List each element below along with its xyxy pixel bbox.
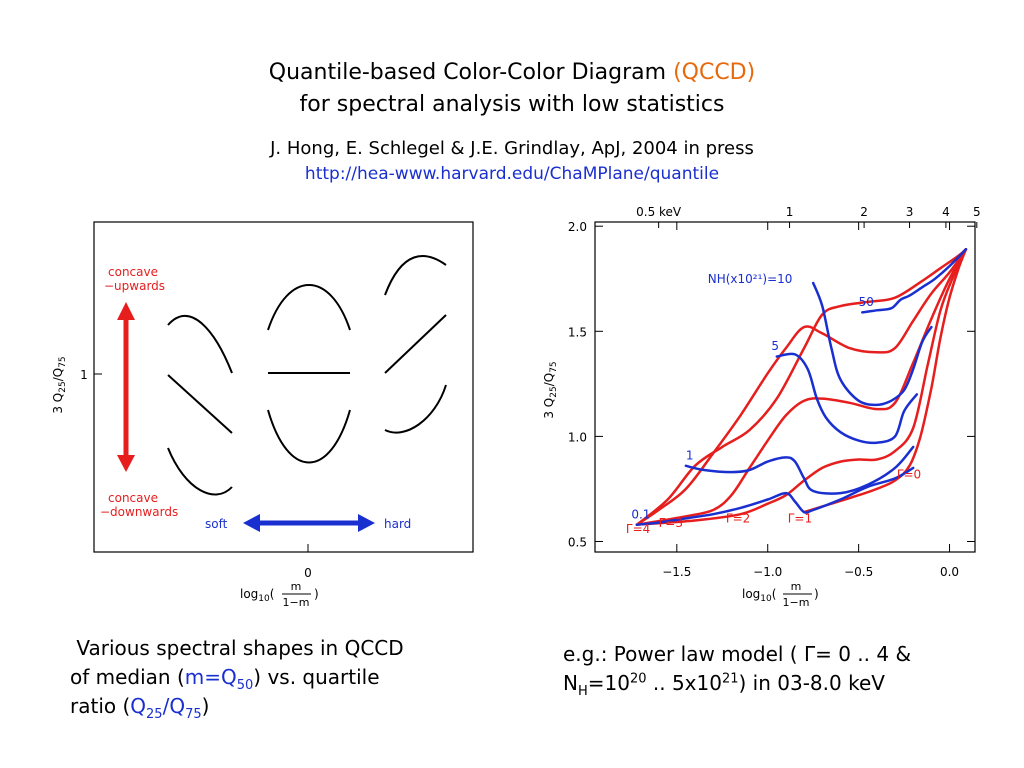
top-axis-label: 3 — [906, 205, 914, 219]
svg-text:1−m: 1−m — [283, 596, 310, 609]
concavity-arrow — [117, 302, 135, 472]
left-plot-frame — [93, 221, 474, 553]
svg-text:log10(: log10( — [240, 587, 274, 604]
curve-mid-down — [267, 409, 351, 464]
curve-annotation: Γ=0 — [897, 467, 921, 481]
series-line — [802, 248, 968, 514]
curve-soft-down — [167, 447, 233, 496]
left-xtick-label: 0 — [304, 566, 312, 580]
series-line — [635, 466, 915, 526]
top-axis-label: 1 — [786, 205, 794, 219]
qccd-chart: −1.5 −1.0 −0.5 0.00.51.01.52.00.5 keV 1 2 3 4 50… — [542, 205, 981, 609]
caption-right-line2: NH=1020 .. 5x1021) in 03-8.0 keV — [563, 671, 885, 699]
caption-left: Various spectral shapes in QCCD of media… — [70, 634, 490, 721]
left-ytick-label: 1 — [80, 368, 88, 382]
caption-left-line2: of median (m=Q50) vs. quartile — [70, 665, 380, 693]
curve-soft-mid — [167, 374, 233, 434]
series-line — [775, 352, 919, 445]
caption-left-line1: Various spectral shapes in QCCD — [70, 636, 404, 660]
curve-hard-mid — [384, 314, 447, 374]
caption-right: e.g.: Power law model ( Γ= 0 .. 4 & NH=1… — [563, 640, 983, 698]
curve-annotation: Γ=4 — [626, 522, 650, 536]
svg-text:1−m: 1−m — [783, 596, 810, 609]
title-acronym: (QCCD) — [673, 60, 756, 85]
svg-text:): ) — [314, 587, 319, 601]
left-ylabel: 3 Q25/Q75 — [51, 356, 68, 413]
top-axis-label: 5 — [973, 205, 981, 219]
curve-annotation: 0.1 — [631, 507, 650, 521]
svg-text:log10(: log10( — [742, 587, 776, 604]
curve-annotation: Γ=1 — [788, 512, 812, 526]
y-tick-label: 2.0 — [568, 220, 587, 234]
curve-annotation: Γ=2 — [726, 512, 750, 526]
curve-annotation: 1 — [686, 449, 694, 463]
svg-text:m: m — [291, 580, 302, 593]
y-tick-label: 1.0 — [568, 430, 587, 444]
url-link[interactable]: http://hea-www.harvard.edu/ChaMPlane/qua… — [304, 164, 720, 184]
series-line — [861, 248, 968, 314]
curve-annotation: 5 — [771, 339, 779, 353]
citation: J. Hong, E. Schlegel & J.E. Grindlay, Ap… — [270, 138, 754, 159]
left-xlabel: log10( m 1−m ) — [240, 580, 319, 609]
series-line — [811, 281, 933, 407]
curve-soft-up — [167, 314, 233, 374]
caption-left-line3: ratio (Q25/Q75) — [70, 694, 210, 722]
chart-frame — [594, 221, 976, 553]
label-concave-down-1: concave — [108, 491, 158, 505]
curve-annotation: NH(x10²¹)=10 — [708, 272, 793, 286]
x-tick-label: −1.5 — [662, 565, 691, 579]
curve-annotation: Γ=3 — [659, 516, 683, 530]
curve-annotation: 50 — [859, 295, 874, 309]
label-hard: hard — [384, 517, 411, 531]
series-line — [635, 248, 968, 526]
curve-hard-down — [384, 384, 447, 434]
label-concave-down-2: −downwards — [100, 505, 178, 519]
top-axis-label: 2 — [860, 205, 868, 219]
y-tick-label: 1.5 — [568, 325, 587, 339]
top-axis-label: 0.5 keV — [636, 205, 682, 219]
top-axis-label: 4 — [942, 205, 950, 219]
page-subtitle: for spectral analysis with low statistic… — [299, 92, 725, 117]
title-main: Quantile-based Color-Color Diagram — [268, 60, 667, 85]
series-line — [635, 248, 968, 526]
caption-right-line1: e.g.: Power law model ( Γ= 0 .. 4 & — [563, 642, 912, 666]
label-concave-up-1: concave — [108, 265, 158, 279]
hardness-arrow — [243, 514, 375, 532]
left-figure: 1 0 3 Q25/Q75 log10( m 1−m ) concave −up… — [51, 221, 474, 609]
svg-text:3 Q25/Q75: 3 Q25/Q75 — [542, 361, 559, 418]
svg-text:): ) — [814, 587, 819, 601]
svg-text:m: m — [791, 580, 802, 593]
label-concave-up-2: −upwards — [104, 279, 165, 293]
series-line — [635, 248, 968, 526]
x-tick-label: −1.0 — [753, 565, 782, 579]
series-line — [684, 445, 915, 495]
x-tick-label: 0.0 — [940, 565, 959, 579]
chart-xlabel: log10( m 1−m ) — [742, 580, 819, 609]
label-soft: soft — [205, 517, 228, 531]
y-tick-label: 0.5 — [568, 535, 587, 549]
curve-hard-up — [384, 255, 447, 296]
chart-ylabel: 3 Q25/Q75 — [542, 361, 559, 418]
page-title: Quantile-based Color-Color Diagram (QCCD… — [0, 60, 1024, 85]
x-tick-label: −0.5 — [844, 565, 873, 579]
curve-mid-up — [267, 284, 351, 331]
